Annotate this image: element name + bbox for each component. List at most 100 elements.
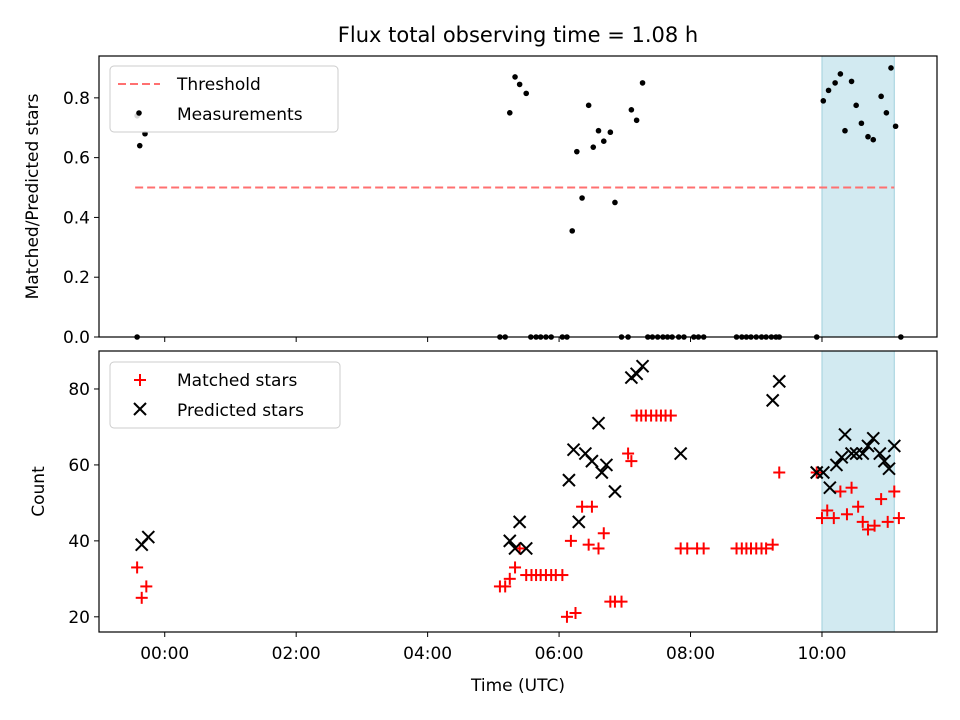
x-axis-label: Time (UTC)	[470, 676, 565, 696]
matched-star-point	[852, 500, 865, 513]
matched-star-point	[556, 569, 569, 582]
measurement-point	[607, 129, 614, 136]
matched-star-point	[840, 508, 853, 521]
measurement-point	[523, 90, 530, 97]
matched-star-point	[569, 607, 582, 620]
measurement-point	[858, 120, 865, 127]
matched-star-point	[845, 481, 858, 494]
predicted-star-point	[519, 541, 533, 556]
matched-star-point	[875, 493, 888, 506]
measurement-point	[600, 138, 607, 144]
bottom-marks	[131, 359, 905, 623]
measurement-point	[888, 65, 894, 71]
predicted-star-point	[635, 359, 650, 373]
predicted-star-point	[873, 446, 887, 461]
bottom-panel: 20 40 60 80 00:00 02:00 04:00 06:00 08:00 10:00 C…	[29, 350, 938, 696]
measurement-point	[595, 127, 602, 134]
matched-star-point	[892, 512, 905, 525]
bottom-legend: Matched stars Predicted stars	[109, 361, 341, 429]
x-tick-label: 08:00	[666, 644, 715, 664]
measurement-point	[837, 71, 844, 77]
x-tick-label: 06:00	[535, 644, 584, 664]
legend-threshold-label: Threshold	[176, 75, 261, 95]
predicted-star-point	[141, 530, 156, 544]
legend-measurements-swatch	[136, 110, 142, 116]
matched-star-point	[834, 485, 847, 498]
top-frame	[98, 55, 938, 338]
top-legend-box	[109, 65, 339, 133]
matched-star-point	[585, 500, 598, 513]
bottom-frame	[98, 350, 938, 633]
measurement-point	[639, 80, 646, 86]
predicted-star-point	[877, 454, 892, 468]
predicted-star-point	[562, 473, 576, 487]
legend-predicted-label: Predicted stars	[177, 401, 304, 421]
measurement-point	[579, 195, 585, 201]
matched-star-point	[697, 542, 710, 555]
measurement-point	[878, 93, 884, 100]
top-highlight-span	[821, 55, 895, 338]
predicted-star-point	[599, 458, 614, 472]
matched-star-point	[622, 447, 635, 460]
x-tick-label: 02:00	[272, 644, 321, 664]
predicted-star-point	[585, 454, 599, 468]
predicted-star-point	[772, 374, 786, 389]
top-y-tick-label: 0.4	[63, 208, 90, 228]
bottom-axes: 20 40 60 80 00:00 02:00 04:00 06:00 08:00 10:00	[68, 380, 846, 664]
matched-star-point	[888, 485, 901, 498]
matched-star-point	[597, 527, 610, 540]
bottom-y-tick-label: 40	[68, 532, 90, 552]
matched-star-point	[140, 580, 153, 593]
bottom-y-axis-label: Count	[29, 466, 49, 517]
x-tick-label: 00:00	[140, 644, 189, 664]
matched-star-point	[827, 512, 840, 525]
measurement-point	[892, 123, 899, 130]
bottom-y-tick-label: 20	[68, 608, 90, 628]
top-legend: Threshold Measurements	[109, 65, 339, 133]
measurement-point	[842, 127, 848, 134]
top-y-tick-label: 0.0	[63, 328, 90, 348]
bottom-y-tick-label: 60	[68, 456, 90, 476]
legend-matched-label: Matched stars	[177, 371, 297, 391]
measurement-point	[569, 228, 576, 234]
measurement-point	[848, 78, 855, 85]
measurement-point	[516, 81, 523, 88]
predicted-star-point	[503, 534, 517, 548]
measurement-point	[612, 199, 618, 206]
matched-star-point	[592, 542, 605, 555]
predicted-star-point	[861, 439, 875, 453]
top-y-tick-label: 0.6	[63, 149, 90, 169]
matched-star-point	[560, 610, 573, 623]
matched-star-point	[881, 515, 894, 528]
top-y-tick-label: 0.8	[63, 89, 90, 109]
predicted-star-point	[844, 446, 859, 461]
measurement-point	[136, 142, 143, 149]
predicted-star-point	[629, 367, 644, 381]
predicted-star-point	[887, 439, 901, 453]
matched-star-point	[856, 515, 869, 528]
predicted-star-point	[508, 541, 522, 556]
measurement-point	[628, 107, 635, 113]
predicted-star-point	[866, 431, 880, 446]
predicted-star-point	[572, 515, 586, 529]
bottom-legend-box	[109, 361, 341, 429]
measurement-point	[865, 133, 871, 140]
top-y-tick-label: 0.2	[63, 268, 90, 288]
predicted-star-point	[882, 462, 896, 476]
top-panel: 0.00.20.40.60.8 Matched/Predicted stars …	[23, 55, 938, 348]
predicted-star-point	[595, 465, 609, 480]
predicted-star-point	[816, 465, 831, 480]
predicted-star-point	[591, 416, 606, 430]
measurement-point	[853, 102, 859, 109]
predicted-star-point	[856, 446, 870, 461]
legend-measurements-label: Measurements	[177, 105, 303, 125]
predicted-star-point	[849, 446, 863, 461]
predicted-star-point	[823, 480, 837, 495]
measurement-point	[870, 136, 877, 143]
predicted-star-point	[829, 458, 844, 472]
matched-star-point	[815, 512, 828, 525]
matched-star-point	[760, 542, 773, 555]
legend-predicted-swatch	[133, 402, 147, 416]
matched-star-point	[821, 504, 834, 517]
